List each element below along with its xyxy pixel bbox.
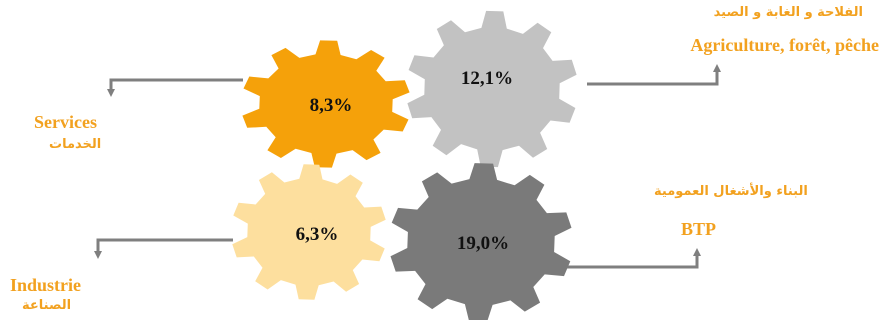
industrie-label-fr: Industrie	[10, 275, 82, 295]
btp-label-ar: البناء والأشغال العمومية	[654, 184, 808, 199]
agriculture-value: 12,1%	[461, 68, 513, 89]
industrie-value: 6,3%	[296, 224, 339, 245]
agriculture-connector-arrow	[713, 64, 721, 72]
btp-value: 19,0%	[457, 233, 509, 254]
btp-gear	[390, 163, 572, 320]
services-gear	[242, 40, 410, 168]
industrie-connector-arrow	[94, 251, 102, 259]
services-value: 8,3%	[310, 95, 353, 116]
btp-label-fr: BTP	[681, 219, 717, 239]
industrie-connector	[96, 238, 233, 253]
services-connector-arrow	[107, 89, 115, 97]
industrie-gear	[232, 164, 386, 300]
services-label-ar: الخدمات	[49, 137, 102, 152]
services-connector	[109, 78, 243, 91]
btp-connector	[567, 254, 699, 269]
services-label-fr: Services	[34, 112, 97, 132]
agriculture-label-ar: الفلاحة و الغابة و الصيد	[713, 5, 863, 20]
industrie-label-ar: الصناعة	[22, 298, 72, 313]
agriculture-gear	[407, 10, 577, 168]
btp-connector-arrow	[693, 248, 701, 256]
agriculture-connector	[587, 70, 719, 86]
agriculture-label-fr: Agriculture, forêt, pêche	[690, 35, 879, 55]
